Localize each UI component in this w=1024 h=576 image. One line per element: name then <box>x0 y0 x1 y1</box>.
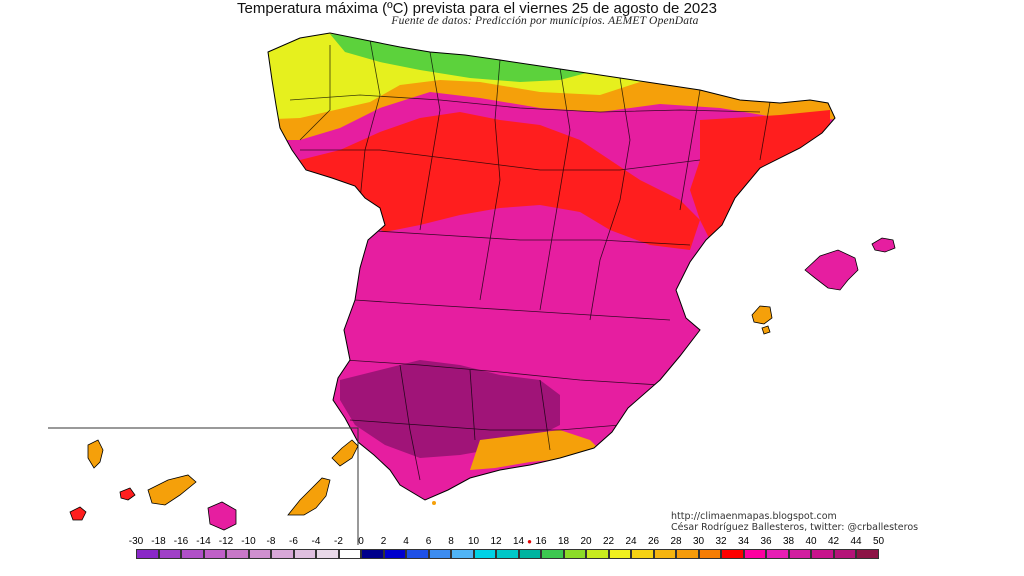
legend-tick-label: -18 <box>151 536 166 547</box>
legend-tick-label: 34 <box>737 536 750 547</box>
legend-color-swatch <box>788 549 811 559</box>
zone-mid-warm-south <box>470 430 600 470</box>
legend-tick-label: 20 <box>580 536 592 547</box>
province-boundaries <box>289 39 771 481</box>
legend-color-swatch <box>811 549 834 559</box>
legend-tick-label: -10 <box>241 536 256 547</box>
legend-color-swatch <box>586 549 609 559</box>
zone-extreme <box>340 360 560 458</box>
ceuta-enclave <box>432 501 436 505</box>
formentera-island <box>761 325 771 335</box>
legend-tick-label: -8 <box>266 536 276 547</box>
legend-tick-label: 8 <box>448 536 454 547</box>
el-hierro-island <box>69 506 87 521</box>
la-gomera-island <box>119 487 136 501</box>
legend-color-swatch <box>271 549 294 559</box>
legend-tick-label: -4 <box>311 536 321 547</box>
balearic-islands <box>751 237 896 335</box>
legend-color-swatch <box>158 549 181 559</box>
legend-tick-label: -2 <box>334 536 343 547</box>
legend-color-swatch <box>563 549 586 559</box>
legend-tick-label: 36 <box>760 536 772 547</box>
legend-color-swatch <box>406 549 429 559</box>
legend-tick-label: 44 <box>850 536 862 547</box>
legend-color-swatch <box>181 549 204 559</box>
legend-color-swatch <box>293 549 316 559</box>
legend-color-swatch <box>361 549 384 559</box>
legend-color-swatch <box>541 549 564 559</box>
legend-tick-label: 40 <box>805 536 817 547</box>
legend-marker-dot: ● <box>527 537 532 546</box>
legend-color-swatch <box>136 549 159 559</box>
mallorca-island <box>804 249 859 291</box>
legend-tick-label: 28 <box>670 536 682 547</box>
legend-tick-label: 2 <box>380 536 387 547</box>
legend-color-swatch <box>383 549 406 559</box>
legend-color-swatch <box>698 549 721 559</box>
legend-tick-label: 14 <box>512 536 525 547</box>
legend-tick-label: 12 <box>490 536 502 547</box>
la-palma-island <box>87 439 104 469</box>
legend-color-swatch <box>316 549 339 559</box>
legend-tick-label: -14 <box>196 536 211 547</box>
credit-author: César Rodríguez Ballesteros, twitter: @c… <box>671 522 919 533</box>
legend-color-swatch <box>766 549 789 559</box>
legend-tick-label: 50 <box>872 536 885 547</box>
legend-color-swatch <box>608 549 631 559</box>
legend-tick-label: 26 <box>647 536 660 547</box>
legend-color-swatch <box>721 549 744 559</box>
legend-color-swatch <box>631 549 654 559</box>
legend-color-swatch <box>496 549 519 559</box>
legend-color-swatch <box>428 549 451 559</box>
gran-canaria-island <box>207 501 237 531</box>
menorca-island <box>871 237 896 253</box>
legend-color-swatch <box>518 549 541 559</box>
legend-tick-label: 0 <box>358 536 364 547</box>
legend-color-swatch <box>203 549 226 559</box>
canary-inset-frame <box>48 427 359 545</box>
legend-color-swatch <box>226 549 249 559</box>
legend-tick-label: 30 <box>692 536 705 547</box>
legend-tick-label: 22 <box>602 536 615 547</box>
legend-tick-label: 18 <box>557 536 570 547</box>
legend-tick-label: -6 <box>289 536 298 547</box>
legend-color-swatch <box>473 549 496 559</box>
legend-color-swatch <box>833 549 856 559</box>
legend-tick-label: 16 <box>535 536 547 547</box>
legend-tick-label: 24 <box>625 536 637 547</box>
canary-islands <box>69 439 359 531</box>
fuerteventura-island <box>287 477 331 516</box>
legend-tick-label: -12 <box>218 536 234 547</box>
legend-tick-label: -16 <box>173 536 189 547</box>
lanzarote-island <box>331 439 359 467</box>
legend-tick-label: 32 <box>715 536 727 547</box>
legend-color-swatch <box>338 549 361 559</box>
legend-color-swatch <box>676 549 699 559</box>
map-credits: http://climaenmapas.blogspot.com César R… <box>671 511 918 533</box>
legend-color-swatch <box>451 549 474 559</box>
legend-tick-label: 4 <box>403 536 409 547</box>
legend-tick-label: 6 <box>425 536 432 547</box>
legend-tick-label: -30 <box>128 536 144 547</box>
legend-bar <box>136 549 879 559</box>
legend-color-swatch <box>248 549 271 559</box>
credit-url: http://climaenmapas.blogspot.com <box>671 511 837 522</box>
map-subtitle: Fuente de datos: Predicción por municipi… <box>391 15 699 27</box>
legend-tick-label: 38 <box>782 536 795 547</box>
color-legend: -30 -18 -16 -14 -12 -10 -8 -6 -4 -2 0 2 4 6 8 10 12 14 16 1… <box>128 536 931 576</box>
zone-hot-red-east <box>690 110 830 240</box>
legend-color-swatch <box>856 549 879 559</box>
tenerife-island <box>147 474 197 506</box>
map-title: Temperatura máxima (ºC) prevista para el… <box>237 0 717 17</box>
legend-tick-label: 42 <box>827 536 840 547</box>
legend-color-swatch <box>743 549 766 559</box>
legend-color-swatch <box>653 549 676 559</box>
ibiza-island <box>751 305 773 325</box>
legend-tick-label: 10 <box>467 536 480 547</box>
